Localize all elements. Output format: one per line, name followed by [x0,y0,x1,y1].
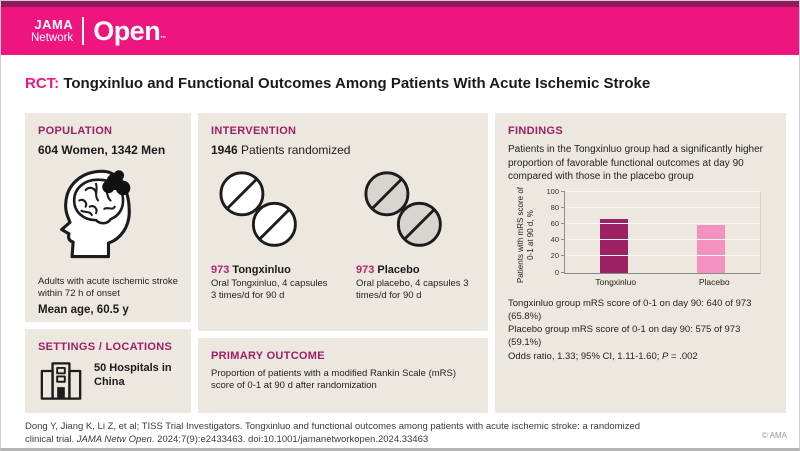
tongxinluo-group: 973 Tongxinluo Oral Tongxinluo, 4 capsul… [211,165,330,303]
randomized-count: 1946 [211,143,238,157]
result-stats: Odds ratio, 1.33; 95% CI, 1.11-1.60; P =… [508,350,773,363]
bar-placebo [697,224,726,273]
head-brain-stroke-icon [44,163,178,272]
primary-outcome-text: Proportion of patients with a modified R… [211,368,457,392]
citation-text: Dong Y, Jiang K, Li Z, et al; TISS Trial… [25,421,641,445]
hospital-icon [38,359,84,408]
middle-column: INTERVENTION 1946 Patients randomized [198,113,488,413]
randomized-line: 1946 Patients randomized [211,143,475,157]
placebo-group: 973 Placebo Oral placebo, 4 capsules 3 t… [356,165,475,303]
tongxinluo-title: 973 Tongxinluo [211,264,330,276]
chart-bars [565,192,760,273]
chart-tick-label: 20 [550,251,559,261]
chart-tickmark [561,190,565,192]
jama-network-logo: JAMA Network [31,18,73,44]
settings-row: 50 Hospitals in China [38,359,178,408]
chart-gridline [565,206,760,208]
brand-header: JAMA Network Open™ [1,7,799,55]
tongxinluo-count: 973 [211,264,230,276]
chart-tickmark [561,239,565,241]
p-value: = .002 [668,350,698,362]
primary-outcome-panel: PRIMARY OUTCOME Proportion of patients w… [198,338,488,413]
tongxinluo-name: Tongxinluo [229,264,291,276]
placebo-name: Placebo [374,264,420,276]
settings-heading: SETTINGS / LOCATIONS [38,341,173,353]
intervention-groups: 973 Tongxinluo Oral Tongxinluo, 4 capsul… [211,165,475,303]
settings-panel: SETTINGS / LOCATIONS 50 Hospitals in Chi… [25,329,191,413]
result-placebo: Placebo group mRS score of 0-1 on day 90… [508,324,741,349]
placebo-count: 973 [356,264,375,276]
chart-y-axis-label: Patients with mRS score of 0-1 at 90 d, … [516,186,535,283]
chart-gridline [565,222,760,224]
chart-gridline [565,190,760,192]
settings-stat: 50 Hospitals in China [94,362,172,388]
chart-tickmark [561,255,565,257]
population-panel: POPULATION 604 Women, 1342 Men [25,113,191,322]
left-column: POPULATION 604 Women, 1342 Men [25,113,191,413]
chart-xlabels: Tongxinluo Placebo [564,277,761,287]
bar-tongxinluo [599,219,628,273]
chart-tickmark [561,271,565,273]
logo-divider [82,17,85,45]
p-label: P [662,350,669,362]
chart-tickmark [561,222,565,224]
chart-tick-label: 80 [550,202,559,212]
intervention-panel: INTERVENTION 1946 Patients randomized [198,113,488,331]
population-description: Adults with acute ischemic stroke within… [38,276,178,300]
copyright-notice: © AMA [761,431,787,440]
stats-prefix: Odds ratio, 1.33; 95% CI, 1.11-1.60; [508,350,663,362]
placebo-title: 973 Placebo [356,264,475,276]
randomized-suffix: Patients randomized [237,143,351,157]
chart-tick-label: 40 [550,235,559,245]
citation-footer: Dong Y, Jiang K, Li Z, et al; TISS Trial… [25,421,645,447]
placebo-detail: Oral placebo, 4 capsules 3 times/d for 9… [356,278,469,302]
findings-heading: FINDINGS [508,125,563,137]
result-tongxinluo: Tongxinluo group mRS score of 0-1 on day… [508,297,752,322]
logo-network-text: Network [31,31,74,44]
chart-plot-column: 0 20 40 60 80 100 Tongxinluo Placebo [540,187,769,287]
findings-summary: Patients in the Tongxinluo group had a s… [508,144,763,182]
chart-plot: 0 20 40 60 80 100 [546,187,761,277]
right-column: FINDINGS Patients in the Tongxinluo grou… [495,113,786,413]
x-label-tongxinluo: Tongxinluo [595,276,637,287]
findings-results: Tongxinluo group mRS score of 0-1 on day… [508,297,773,363]
findings-chart: Patients with mRS score of 0-1 at 90 d, … [514,186,769,287]
capsules-placebo-icon [358,169,475,258]
population-mean-age: Mean age, 60.5 y [38,303,129,316]
logo-jama-text: JAMA [34,17,74,33]
citation-suffix: . 2024;7(9):e2433463. doi:10.1001/jamane… [151,433,429,445]
intervention-heading: INTERVENTION [211,125,297,137]
chart-tick-label: 100 [546,186,559,196]
primary-outcome-heading: PRIMARY OUTCOME [211,350,325,362]
chart-tick-label: 60 [550,218,559,228]
chart-ylabel-wrap: Patients with mRS score of 0-1 at 90 d, … [514,186,540,287]
x-label-placebo: Placebo [698,276,730,287]
top-accent-strip [1,1,799,7]
capsules-icon [213,169,330,258]
chart-gridline [565,255,760,257]
chart-gridline [565,239,760,241]
study-type-tag: RCT: [25,75,60,92]
findings-panel: FINDINGS Patients in the Tongxinluo grou… [495,113,786,413]
population-stat: 604 Women, 1342 Men [38,143,166,157]
citation-journal: JAMA Netw Open [76,433,152,445]
page-title: RCT: Tongxinluo and Functional Outcomes … [1,55,799,113]
logo-open-word: Open [93,15,161,46]
title-text: Tongxinluo and Functional Outcomes Among… [59,75,651,92]
tongxinluo-detail: Oral Tongxinluo, 4 capsules 3 times/d fo… [211,278,328,302]
trademark-symbol: ™ [160,35,166,42]
chart-tickmark [561,206,565,208]
chart-tick-label: 0 [554,267,559,277]
panels-grid: POPULATION 604 Women, 1342 Men [25,113,786,413]
logo-open-text: Open™ [93,16,166,47]
population-heading: POPULATION [38,125,113,137]
